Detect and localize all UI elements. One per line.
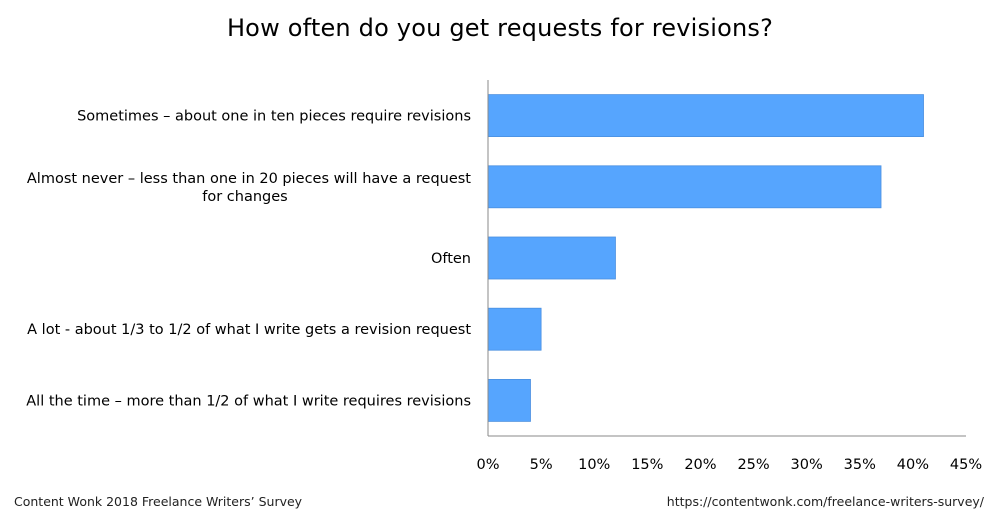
bar [487,94,924,137]
x-tick-label: 5% [530,457,553,473]
chart-title: How often do you get requests for revisi… [226,14,774,42]
x-tick-label: 20% [684,457,716,473]
x-tick-label: 25% [737,457,769,473]
bar [487,307,542,351]
x-tick-label: 45% [950,457,982,473]
bar [487,236,616,280]
x-tick-label: 35% [844,457,876,473]
x-tick-label: 15% [631,457,663,473]
category-label: Often [431,251,471,267]
x-tick-label: 40% [897,457,929,473]
category-label: Sometimes – about one in ten pieces requ… [77,109,471,125]
x-tick-label: 0% [476,457,499,473]
x-tick-label: 30% [791,457,823,473]
category-label: A lot - about 1/3 to 1/2 of what I write… [27,322,471,338]
x-tick-label: 10% [578,457,610,473]
source-note: Content Wonk 2018 Freelance Writers’ Sur… [14,494,303,509]
bar [487,378,531,422]
category-label: Almost never – less than one in 20 piece… [27,171,471,205]
bar [487,165,882,209]
source-url: https://contentwonk.com/freelance-writer… [666,494,984,509]
category-label: All the time – more than 1/2 of what I w… [26,393,471,409]
